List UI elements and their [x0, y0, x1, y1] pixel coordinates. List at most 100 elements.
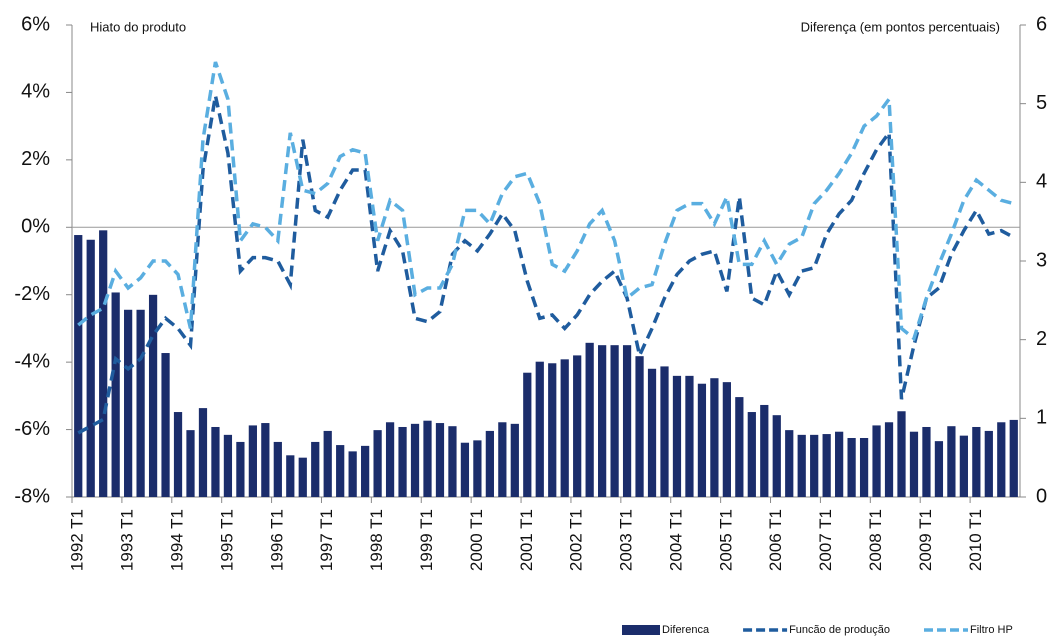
annotation: Diferença (em pontos percentuais) [801, 19, 1000, 34]
y-tick-label: 6% [21, 13, 50, 35]
legend-label: Diferenca [662, 624, 710, 636]
bar [722, 382, 731, 497]
bar [373, 430, 382, 497]
x-tick-label: 2005 T1 [716, 509, 735, 571]
bar [86, 239, 95, 497]
bar [348, 451, 357, 497]
x-tick-label: 1994 T1 [168, 509, 187, 571]
x-tick-label: 2003 T1 [617, 509, 636, 571]
x-tick-label: 2000 T1 [467, 509, 486, 571]
bar [261, 423, 270, 497]
x-tick-label: 1996 T1 [267, 509, 286, 571]
bar [448, 426, 457, 497]
y2-tick-label: 4 [1036, 171, 1047, 193]
bar [336, 445, 345, 497]
x-tick-label: 2008 T1 [866, 509, 885, 571]
bar [535, 361, 544, 497]
bar [972, 426, 981, 497]
y-tick-label: -4% [14, 350, 50, 372]
bar [124, 309, 133, 497]
bar [997, 422, 1006, 497]
bar [498, 422, 507, 497]
x-tick-label: 2001 T1 [517, 509, 536, 571]
bar [947, 426, 956, 497]
bar [672, 375, 682, 497]
bar [622, 345, 632, 497]
bar [286, 455, 295, 497]
bar [485, 430, 494, 497]
bar [523, 372, 532, 497]
bar [560, 359, 569, 497]
y-tick-label: -8% [14, 485, 50, 507]
y-tick-label: 2% [21, 148, 50, 170]
y-tick-label: 4% [21, 81, 50, 103]
x-tick-label: 1993 T1 [118, 509, 137, 571]
x-tick-label: 2009 T1 [916, 509, 935, 571]
bar [311, 441, 320, 497]
bar [248, 425, 257, 497]
bar [710, 378, 719, 497]
bar [323, 430, 332, 497]
line [77, 61, 1015, 342]
bar [198, 408, 208, 497]
legend-swatch [622, 625, 660, 635]
x-tick-label: 1997 T1 [317, 509, 336, 571]
bar [735, 397, 744, 497]
y2-tick-label: 3 [1036, 249, 1047, 271]
x-tick-label: 1995 T1 [217, 509, 236, 571]
bar [772, 415, 781, 497]
bar [934, 441, 944, 497]
bar [598, 345, 607, 497]
bar [872, 425, 881, 497]
bar [74, 235, 83, 498]
bar [273, 441, 282, 497]
bar [697, 383, 707, 497]
x-tick-label: 1999 T1 [417, 509, 436, 571]
bar [660, 366, 669, 497]
bar [897, 411, 906, 497]
bar [173, 412, 183, 497]
y2-tick-label: 1 [1036, 407, 1047, 429]
bar [610, 345, 619, 497]
bar [211, 426, 220, 497]
bar [223, 434, 233, 497]
y-tick-label: 0% [21, 216, 50, 238]
bar [361, 445, 370, 497]
bar [810, 434, 819, 497]
bar [685, 375, 694, 497]
x-tick-label: 1998 T1 [367, 509, 386, 571]
bar [136, 309, 145, 497]
bar [585, 342, 594, 497]
x-tick-label: 2007 T1 [816, 509, 835, 571]
x-tick-label: 2004 T1 [666, 509, 685, 571]
legend-label: Funcão de produção [789, 624, 890, 636]
bar [635, 356, 644, 497]
bar [797, 434, 806, 497]
x-tick-label: 1992 T1 [68, 509, 87, 571]
bar [747, 412, 756, 497]
bar [148, 294, 158, 497]
y2-tick-label: 5 [1036, 92, 1047, 114]
bar [573, 355, 582, 497]
bar [99, 230, 108, 497]
bar [161, 353, 170, 497]
x-tick-label: 2010 T1 [966, 509, 985, 571]
annotation: Hiato do produto [90, 19, 186, 34]
bar [760, 404, 769, 497]
bar [959, 435, 968, 497]
bar [298, 457, 307, 497]
bar [859, 438, 869, 497]
y-tick-label: -2% [14, 283, 50, 305]
bar [909, 431, 919, 497]
bar [922, 426, 931, 497]
x-tick-label: 2006 T1 [766, 509, 785, 571]
y-tick-label: -6% [14, 418, 50, 440]
bar [186, 430, 195, 497]
y2-tick-label: 2 [1036, 328, 1047, 350]
bar [460, 442, 470, 497]
bar [410, 423, 420, 497]
bar [822, 434, 831, 497]
bar [984, 430, 993, 497]
legend-label: Filtro HP [970, 624, 1013, 636]
